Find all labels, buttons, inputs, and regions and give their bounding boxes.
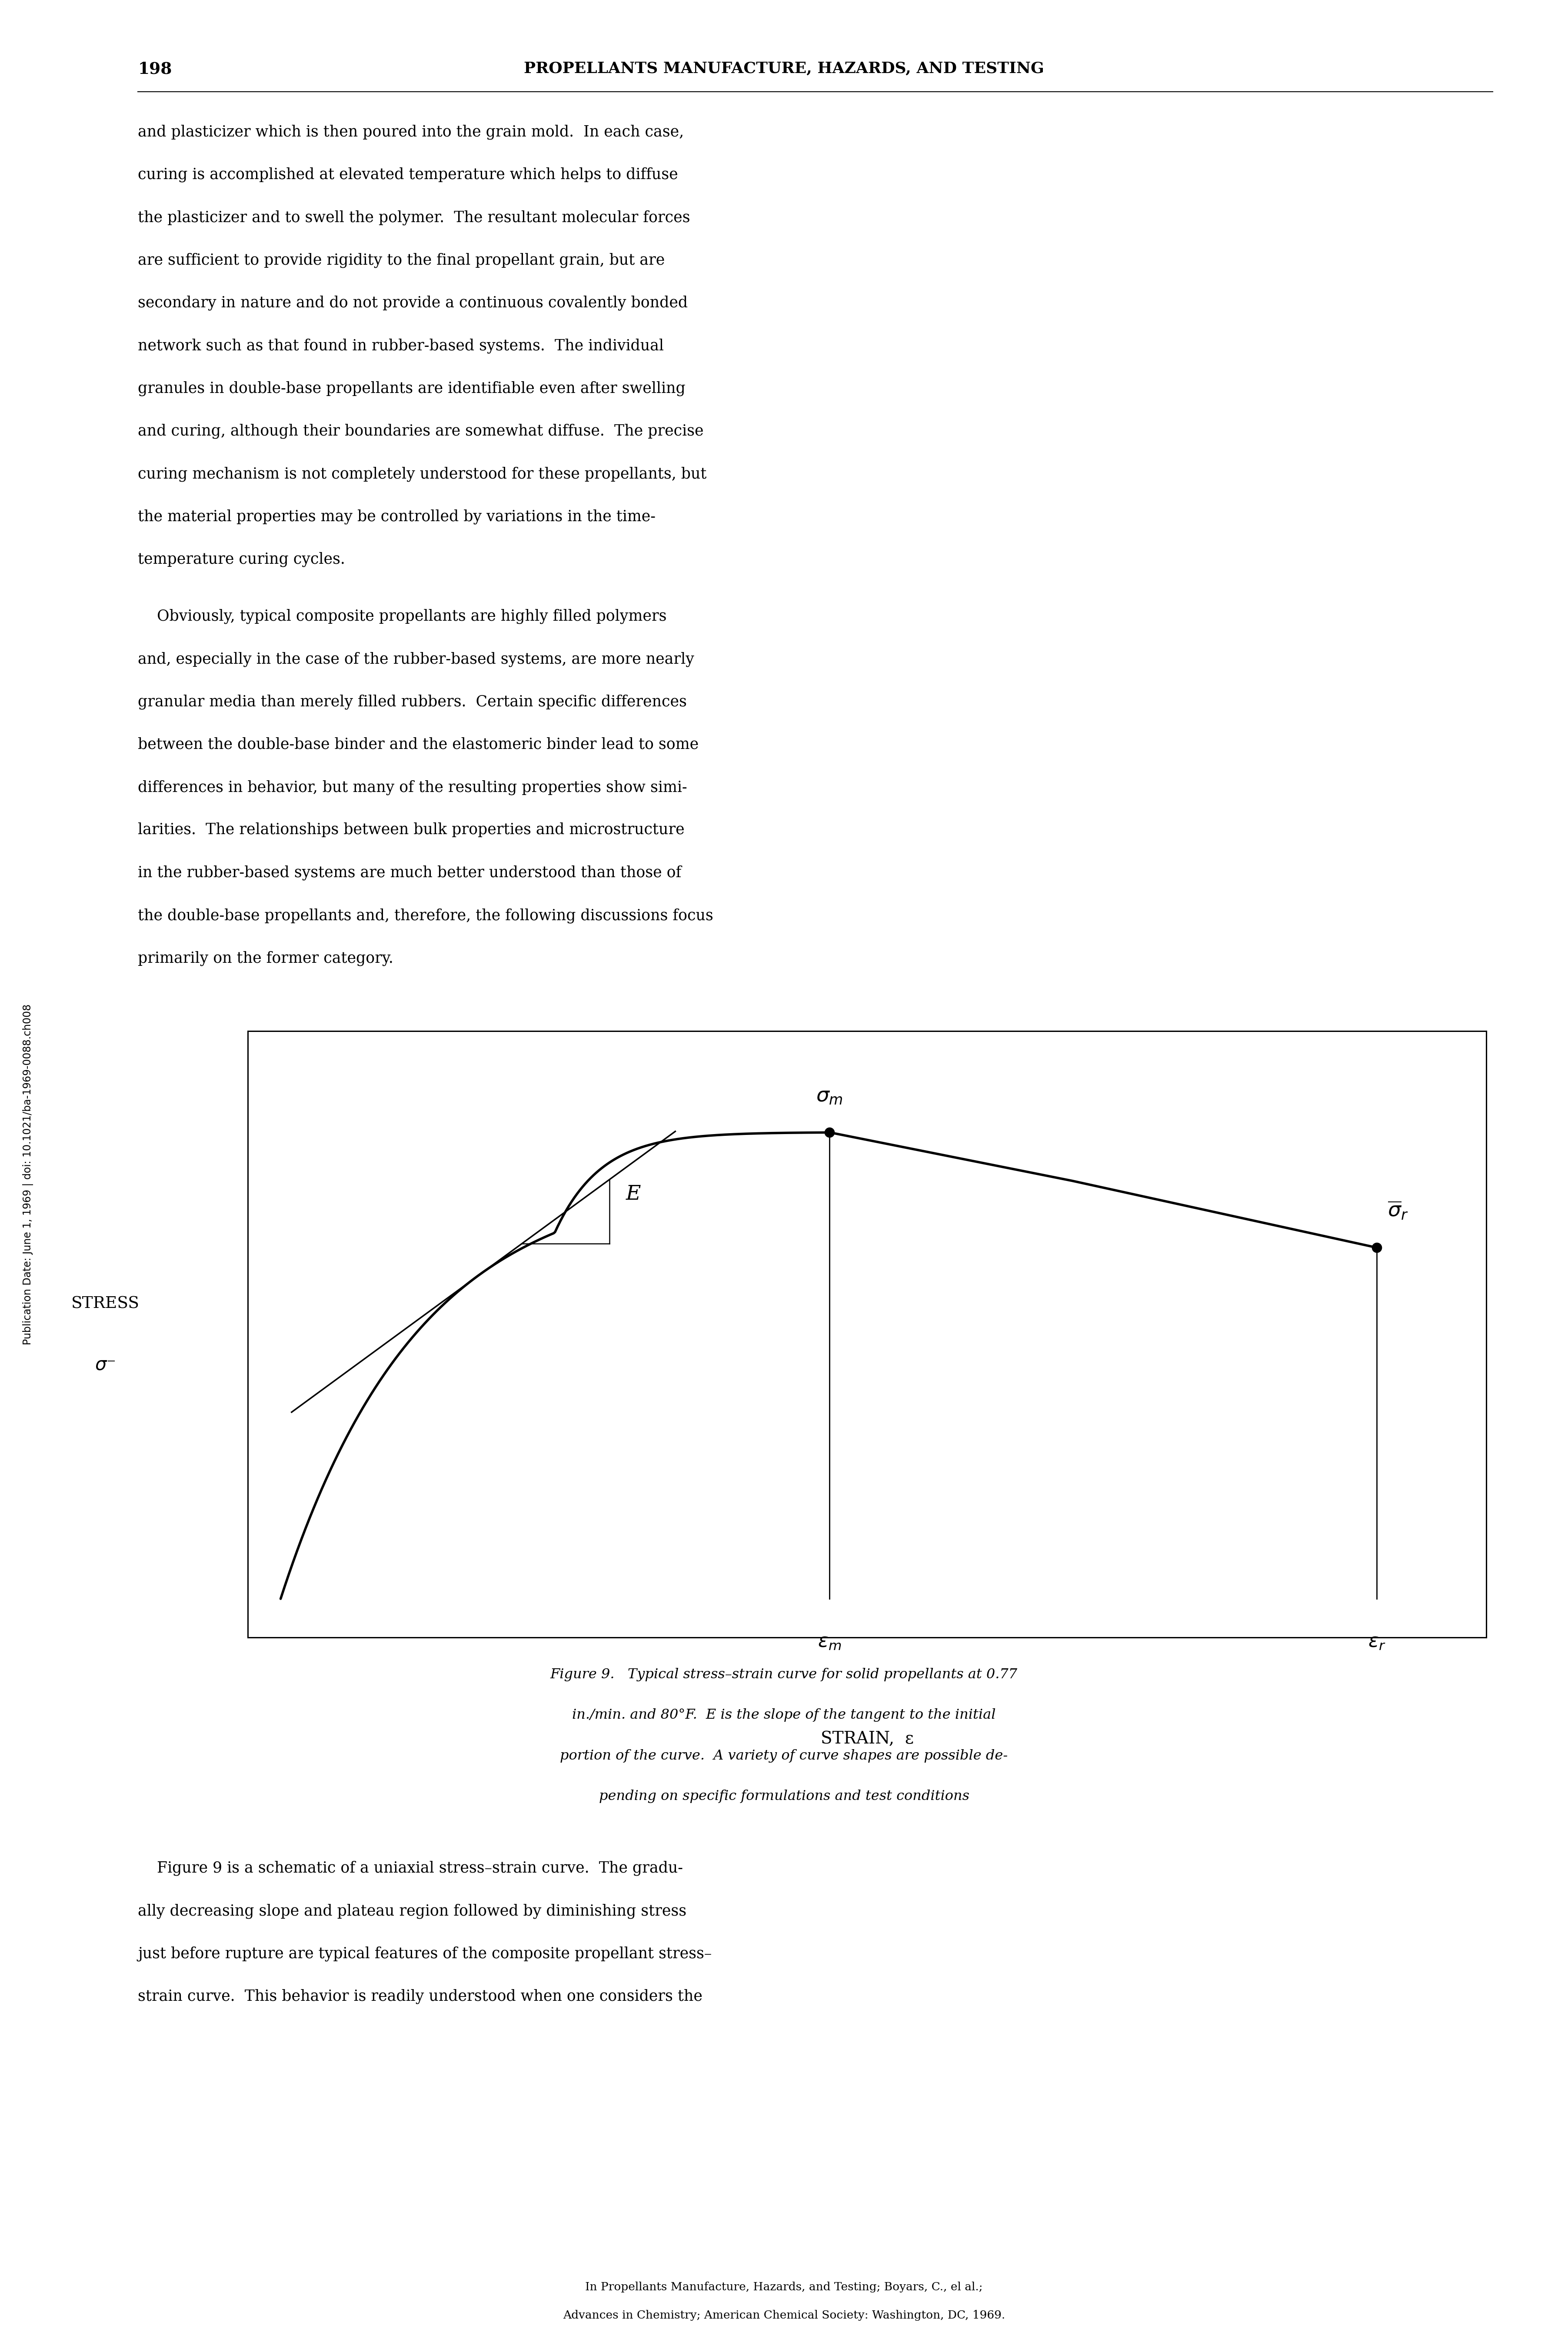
Text: granular media than merely filled rubbers.  Certain specific differences: granular media than merely filled rubber… <box>138 695 687 709</box>
Text: are sufficient to provide rigidity to the final propellant grain, but are: are sufficient to provide rigidity to th… <box>138 254 665 268</box>
Text: and curing, although their boundaries are somewhat diffuse.  The precise: and curing, although their boundaries ar… <box>138 423 704 439</box>
Text: Figure 9 is a schematic of a uniaxial stress–strain curve.  The gradu-: Figure 9 is a schematic of a uniaxial st… <box>138 1860 684 1877</box>
Text: $\epsilon_m$: $\epsilon_m$ <box>817 1633 840 1651</box>
Text: and, especially in the case of the rubber-based systems, are more nearly: and, especially in the case of the rubbe… <box>138 651 695 667</box>
Text: ally decreasing slope and plateau region followed by diminishing stress: ally decreasing slope and plateau region… <box>138 1903 687 1919</box>
Text: the material properties may be controlled by variations in the time-: the material properties may be controlle… <box>138 510 655 524</box>
Text: in./min. and 80°F.  E is the slope of the tangent to the initial: in./min. and 80°F. E is the slope of the… <box>572 1708 996 1722</box>
Text: strain curve.  This behavior is readily understood when one considers the: strain curve. This behavior is readily u… <box>138 1990 702 2004</box>
Text: Advances in Chemistry; American Chemical Society: Washington, DC, 1969.: Advances in Chemistry; American Chemical… <box>563 2309 1005 2321</box>
Text: primarily on the former category.: primarily on the former category. <box>138 951 394 965</box>
Text: STRESS: STRESS <box>71 1297 140 1311</box>
Text: the plasticizer and to swell the polymer.  The resultant molecular forces: the plasticizer and to swell the polymer… <box>138 209 690 226</box>
Text: PROPELLANTS MANUFACTURE, HAZARDS, AND TESTING: PROPELLANTS MANUFACTURE, HAZARDS, AND TE… <box>524 61 1044 75</box>
Text: Obviously, typical composite propellants are highly filled polymers: Obviously, typical composite propellants… <box>138 608 666 625</box>
Text: $\epsilon_r$: $\epsilon_r$ <box>1367 1633 1386 1651</box>
Text: and plasticizer which is then poured into the grain mold.  In each case,: and plasticizer which is then poured int… <box>138 124 684 139</box>
Text: $\sigma_m$: $\sigma_m$ <box>815 1085 844 1106</box>
Text: $\sigma$⁻: $\sigma$⁻ <box>96 1355 116 1374</box>
Text: Figure 9.   Typical stress–strain curve for solid propellants at 0.77: Figure 9. Typical stress–strain curve fo… <box>550 1668 1018 1682</box>
Text: network such as that found in rubber-based systems.  The individual: network such as that found in rubber-bas… <box>138 338 663 352</box>
Text: portion of the curve.  A variety of curve shapes are possible de-: portion of the curve. A variety of curve… <box>560 1750 1008 1762</box>
Text: $\overline{\sigma}_r$: $\overline{\sigma}_r$ <box>1388 1200 1408 1221</box>
Text: differences in behavior, but many of the resulting properties show simi-: differences in behavior, but many of the… <box>138 780 687 794</box>
Text: 198: 198 <box>138 61 172 78</box>
Text: granules in double-base propellants are identifiable even after swelling: granules in double-base propellants are … <box>138 381 685 397</box>
Text: STRAIN,  ε: STRAIN, ε <box>820 1731 914 1748</box>
Text: between the double-base binder and the elastomeric binder lead to some: between the double-base binder and the e… <box>138 738 699 752</box>
Text: curing is accomplished at elevated temperature which helps to diffuse: curing is accomplished at elevated tempe… <box>138 167 679 183</box>
Text: pending on specific formulations and test conditions: pending on specific formulations and tes… <box>599 1790 969 1804</box>
Text: E: E <box>626 1184 641 1205</box>
Text: in the rubber-based systems are much better understood than those of: in the rubber-based systems are much bet… <box>138 864 682 881</box>
Text: just before rupture are typical features of the composite propellant stress–: just before rupture are typical features… <box>138 1947 712 1961</box>
Text: temperature curing cycles.: temperature curing cycles. <box>138 552 345 566</box>
Text: curing mechanism is not completely understood for these propellants, but: curing mechanism is not completely under… <box>138 467 707 482</box>
Text: the double-base propellants and, therefore, the following discussions focus: the double-base propellants and, therefo… <box>138 909 713 923</box>
Text: In Propellants Manufacture, Hazards, and Testing; Boyars, C., el al.;: In Propellants Manufacture, Hazards, and… <box>585 2281 983 2293</box>
Text: larities.  The relationships between bulk properties and microstructure: larities. The relationships between bulk… <box>138 822 685 836</box>
Text: Publication Date: June 1, 1969 | doi: 10.1021/ba-1969-0088.ch008: Publication Date: June 1, 1969 | doi: 10… <box>24 1003 33 1346</box>
Text: secondary in nature and do not provide a continuous covalently bonded: secondary in nature and do not provide a… <box>138 296 688 310</box>
